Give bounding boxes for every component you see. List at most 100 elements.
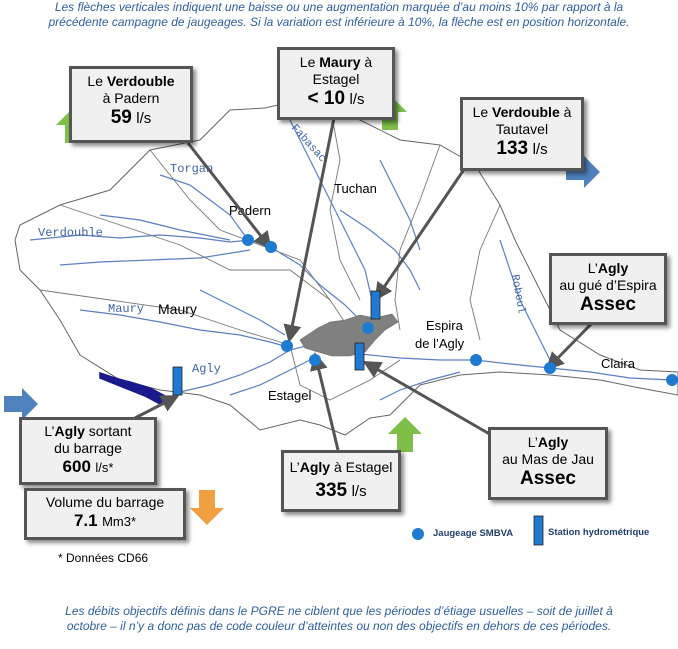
- callout-volume-value: 7.1: [73, 511, 98, 530]
- callout-maury-value: < 10: [307, 88, 346, 109]
- callout-agly-estagel-pre: L’: [289, 459, 300, 475]
- callout-agly-estagel-unit: l/s: [351, 483, 367, 500]
- legend-jaugeage-symbol: [412, 528, 424, 540]
- callout-volume-label: Volume du barrage: [45, 494, 165, 510]
- callout-espira-value: Assec: [580, 294, 636, 315]
- callout-maury-post: à: [360, 54, 373, 70]
- callout-agly-estagel-river: Agly: [299, 459, 331, 475]
- callout-tautavel-river: Verdouble: [492, 104, 560, 120]
- reservoir: [99, 371, 172, 405]
- arrow-up-icon-agly-estagel: [388, 417, 422, 452]
- gauging-points: [242, 234, 678, 540]
- subbasin-boundary: [394, 144, 441, 331]
- legend-jaugeage-label: Jaugeage SMBVA: [433, 528, 514, 539]
- subbasin-boundary: [329, 104, 361, 301]
- callout-espira-location: au gué d’Espira: [559, 277, 657, 293]
- callout-padern: Le Verdouble à Padern 59 l/s: [69, 66, 193, 143]
- top-note-line-1: Les flèches verticales indiquent une bai…: [54, 0, 624, 14]
- callout-volume-unit: Mm3*: [102, 514, 137, 529]
- callout-gue-espira: L’Agly au gué d’Espira Assec: [549, 253, 667, 325]
- callout-tautavel-unit: l/s: [532, 141, 548, 158]
- callout-agly-estagel-post: à Estagel: [330, 459, 393, 475]
- river-tuchan-trib-2: [379, 159, 421, 251]
- basin-outline: [14, 99, 678, 436]
- callout-padern-river: Verdouble: [106, 73, 175, 89]
- river-label-maury: Maury: [108, 302, 144, 316]
- callout-masdejau-location: au Mas de Jau: [502, 451, 594, 467]
- pointer-maury: [283, 117, 336, 343]
- callout-agly-estagel-value: 335: [315, 480, 348, 501]
- river-maury: [79, 309, 289, 348]
- callout-barrage: L’Agly sortant du barrage 600 l/s*: [19, 417, 157, 485]
- hydrometric-stations: [172, 290, 544, 546]
- callout-barrage-unit: l/s*: [95, 460, 114, 475]
- callout-tautavel-pre: Le: [472, 104, 493, 120]
- callout-padern-location: à Padern: [102, 90, 160, 106]
- river-label-agly: Agly: [192, 362, 221, 376]
- river-torgan-trib: [99, 214, 231, 241]
- river-label-roboul: Roboul: [508, 274, 527, 315]
- callout-espira-pre: L’: [587, 260, 598, 276]
- top-note: Les flèches verticales indiquent une bai…: [0, 0, 678, 30]
- legend-station-symbol: [533, 515, 544, 546]
- callout-barrage-location: du barrage: [54, 440, 122, 456]
- gauging-point-claira: [666, 374, 678, 386]
- callout-barrage-river: Agly: [54, 423, 85, 439]
- callout-tautavel-value: 133: [496, 138, 529, 159]
- callout-padern-pre: Le: [87, 73, 107, 89]
- footnote-cd66: * Données CD66: [58, 551, 149, 565]
- top-note-line-2: précédente campagne de jaugeages. Si la …: [48, 15, 630, 29]
- callout-maury-river: Maury: [319, 54, 361, 70]
- pointer-agly-estagel: [310, 352, 340, 451]
- station-barrage: [172, 366, 183, 396]
- town-label-espira-1: Espira: [426, 318, 464, 333]
- station-tautavel: [370, 290, 381, 320]
- bottom-note-line-2: octobre – il n’y a donc pas de code coul…: [66, 619, 612, 633]
- bottom-note: Les débits objectifs définis dans le PGR…: [0, 604, 678, 634]
- callout-padern-unit: l/s: [136, 110, 152, 127]
- callout-masdejau-river: Agly: [537, 434, 569, 450]
- river-roboul: [499, 239, 551, 361]
- callout-mas-de-jau: L’Agly au Mas de Jau Assec: [488, 427, 608, 500]
- callout-masdejau-pre: L’: [527, 434, 538, 450]
- river-network: [29, 119, 673, 401]
- river-label-fabasac: Fabasac: [288, 123, 328, 165]
- gauging-point-gue-espira: [544, 362, 556, 374]
- arrow-down-icon-volume: [190, 490, 224, 525]
- gauging-point-tautavel: [362, 322, 374, 334]
- callout-maury-pre: Le: [299, 54, 320, 70]
- river-tuchan-trib: [339, 209, 421, 291]
- river-fabasac: [289, 119, 373, 301]
- river-label-torgan: Torgan: [170, 162, 213, 176]
- callout-masdejau-value: Assec: [520, 468, 576, 489]
- callout-espira-river: Agly: [597, 260, 629, 276]
- river-verdouble-trib: [59, 249, 251, 266]
- town-label-claira: Claira: [601, 356, 636, 371]
- gauging-point-maury: [281, 340, 293, 352]
- callout-agly-estagel: L’Agly à Estagel 335 l/s: [281, 450, 401, 512]
- pointer-barrage: [134, 395, 180, 420]
- arrow-right-icon-barrage: [4, 388, 38, 420]
- callout-barrage-post: sortant: [84, 423, 132, 439]
- subbasin-boundary: [59, 204, 331, 301]
- gauging-point-padern-2: [265, 241, 277, 253]
- pointer-masdejau: [362, 361, 501, 442]
- river-maury-trib: [199, 289, 286, 336]
- pointer-padern: [186, 142, 272, 250]
- urban-area: [299, 313, 399, 357]
- gauging-point-espira: [470, 354, 482, 366]
- callout-maury-unit: l/s: [349, 91, 365, 108]
- callout-maury-estagel: Le Maury à Estagel < 10 l/s: [277, 47, 395, 120]
- river-label-verdouble: Verdouble: [38, 226, 103, 240]
- station-masdejau: [354, 342, 365, 371]
- callout-tautavel-post: à: [559, 104, 572, 120]
- river-verdouble: [29, 234, 361, 321]
- callout-barrage-pre: L’: [44, 423, 55, 439]
- river-south-trib: [379, 371, 461, 401]
- callout-barrage-value: 600: [62, 457, 91, 476]
- bottom-note-line-1: Les débits objectifs définis dans le PGR…: [65, 604, 613, 618]
- town-label-estagel: Estagel: [268, 388, 311, 403]
- callout-tautavel-location: Tautavel: [495, 121, 549, 137]
- town-label-maury: Maury: [158, 301, 197, 317]
